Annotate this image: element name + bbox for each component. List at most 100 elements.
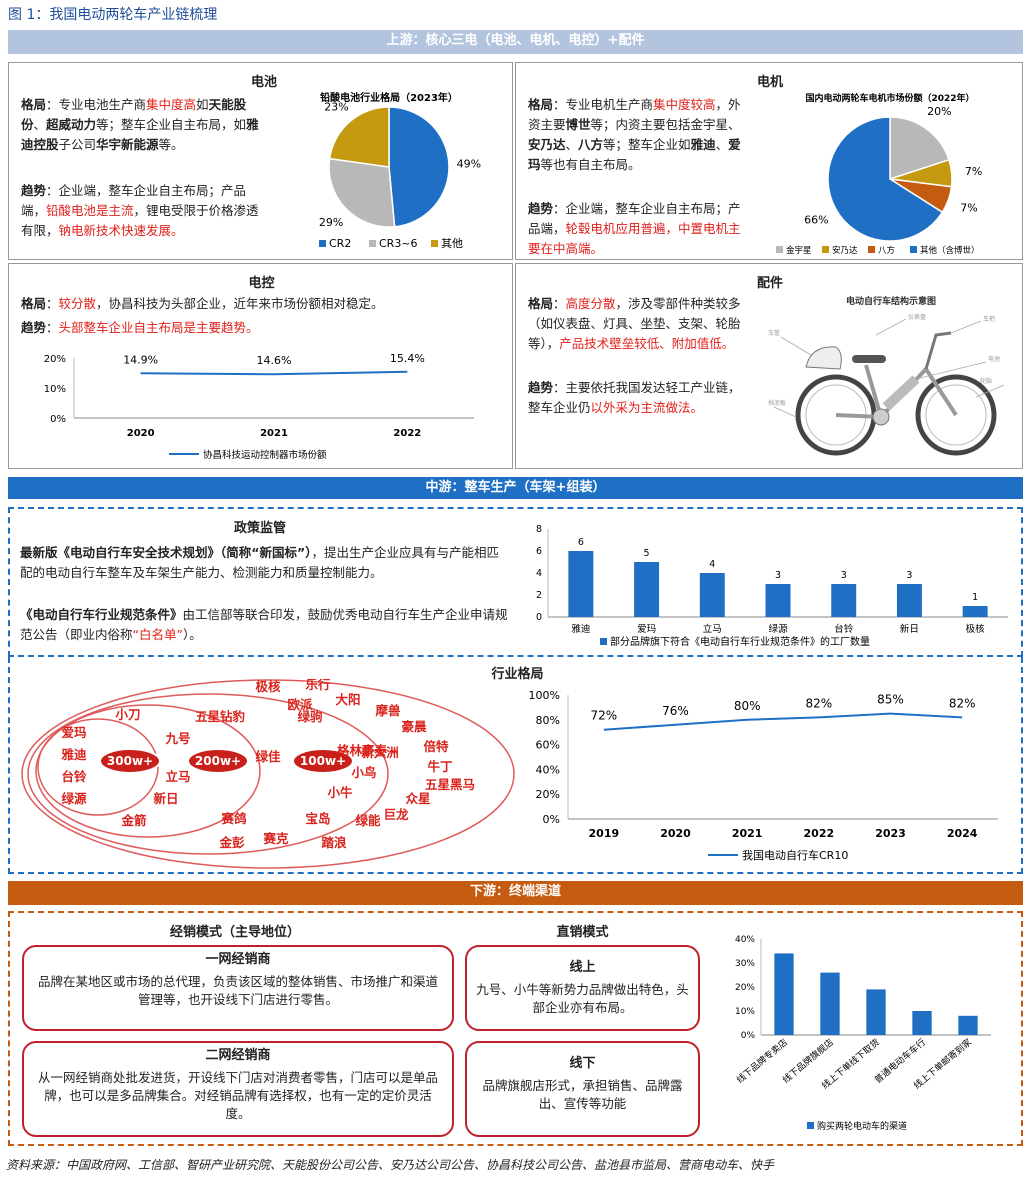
battery-trend-seg: 钠电新技术快速发展。 <box>58 223 184 238</box>
pie-slice <box>328 106 390 168</box>
motor-trend-seg: 轮毂电机应用普遍，中置电机主要在中高端。 <box>528 221 741 256</box>
battery-pattern-seg: 雅迪控股 <box>21 117 259 152</box>
pie-data-label: 20% <box>927 105 951 118</box>
legend-swatch <box>431 240 438 247</box>
parts-title: 配件 <box>756 276 783 291</box>
x-tick-label: 立马 <box>703 623 722 635</box>
parts-pattern-seg: 格局 <box>528 296 554 311</box>
controller-pattern-seg: 较分散 <box>58 296 97 311</box>
figure-title: 图 1：我国电动两轮车产业链梳理 <box>8 7 218 23</box>
motor-pattern-seg: 爱玛 <box>528 137 741 172</box>
parts-pattern-seg: 产品技术壁垒较低、附加值低。 <box>559 336 735 351</box>
channels-bar-chart: 0%10%20%30%40%线下品牌专卖店线下品牌旗舰店线上下单线下取货普通电动… <box>734 935 991 1132</box>
bar <box>568 551 594 617</box>
parts-trend: 趋势：主要依托我国发达轻工产业链，整车企业仍以外采为主流做法。 <box>528 378 753 418</box>
battery-pattern-seg: 、 <box>33 117 47 132</box>
motor-panel: 电机 格局：专业电机生产商集中度较高，外资主要博世等；内资主要包括金宇星、安乃达… <box>515 62 1023 260</box>
battery-pattern-seg: 超威动力 <box>46 117 97 132</box>
data-label: 14.9% <box>123 353 158 366</box>
data-label: 72% <box>590 709 617 723</box>
y-tick-label: 8 <box>536 524 542 535</box>
motor-pattern-seg: 博世 <box>565 117 591 132</box>
pie-data-label: 49% <box>457 157 481 170</box>
offline-box: 线下 品牌旗舰店形式，承担销售、品牌露出、宣传等功能 <box>465 1041 700 1137</box>
tier-label: 300w+ <box>107 754 153 768</box>
brand-name: 宝岛 <box>305 811 330 826</box>
first-tier-dealer-title: 一网经销商 <box>205 952 271 967</box>
y-tick-label: 4 <box>536 568 542 579</box>
brand-name: 绿驹 <box>297 709 322 724</box>
data-label: 82% <box>949 696 976 710</box>
motor-trend: 趋势：企业端，整车企业自主布局；产品端，轮毂电机应用普遍，中置电机主要在中高端。 <box>528 199 753 259</box>
motor-pattern: 格局：专业电机生产商集中度较高，外资主要博世等；内资主要包括金宇星、安乃达、八方… <box>528 95 753 175</box>
motor-trend-seg: 趋势 <box>528 201 554 216</box>
brand-name: 绿源 <box>61 791 87 806</box>
brand-name: 极核 <box>255 679 281 694</box>
legend-label: 其他（含博世） <box>920 245 980 256</box>
svg-text:挡泥板: 挡泥板 <box>768 399 786 407</box>
y-tick-label: 10% <box>735 1007 755 1017</box>
brand-name: 金箭 <box>120 813 147 828</box>
y-tick-label: 20% <box>44 354 66 365</box>
bar-value-label: 6 <box>578 537 584 548</box>
y-tick-label: 6 <box>536 546 542 557</box>
svg-text:轮胎: 轮胎 <box>980 377 992 385</box>
controller-trend: 趋势：头部整车企业自主布局是主要趋势。 <box>21 318 511 338</box>
pie-data-label: 66% <box>804 213 828 226</box>
x-tick-label: 绿源 <box>768 623 788 635</box>
battery-trend-seg: 趋势 <box>21 183 47 198</box>
direct-title: 直销模式 <box>556 925 609 940</box>
x-tick-label: 台铃 <box>834 623 854 635</box>
legend-label: CR2 <box>329 237 351 250</box>
bar <box>774 953 794 1035</box>
x-tick-label: 2021 <box>260 428 288 439</box>
brand-name: 小牛 <box>326 785 353 800</box>
y-tick-label: 40% <box>735 935 755 945</box>
brand-name: 绿能 <box>355 813 381 828</box>
x-tick-label: 2021 <box>732 827 763 840</box>
brand-name: 立马 <box>165 769 190 784</box>
y-tick-label: 60% <box>536 739 560 752</box>
y-tick-label: 100% <box>529 689 560 702</box>
midstream-industry-panel: 行业格局 300w+ 200w+ 100w+ 爱玛 雅迪 台铃 绿源 小刀 九号 立马 新日 金箭 五… <box>8 657 1023 874</box>
controller-trend-seg: ： <box>46 320 59 335</box>
battery-pattern: 格局：专业电池生产商集中度高如天能股份、超威动力等；整车企业自主布局，如雅迪控股… <box>21 95 269 155</box>
data-label: 76% <box>662 704 689 718</box>
data-label: 85% <box>877 693 904 707</box>
upstream-header: 上游：核心三电（电池、电机、电控）+配件 <box>8 30 1023 54</box>
data-label: 15.4% <box>390 352 425 365</box>
battery-pattern-seg: 等。 <box>158 137 184 152</box>
legend-label: 金宇星 <box>786 245 812 256</box>
battery-trend: 趋势：企业端，整车企业自主布局；产品端，铅酸电池是主流，锂电受限于价格渗透有限，… <box>21 181 269 241</box>
brand-name: 牛丁 <box>427 759 452 774</box>
first-tier-dealer-box: 一网经销商 品牌在某地区或市场的总代理，负责该区域的整体销售、市场推广和渠道管理… <box>22 945 454 1031</box>
battery-pattern-seg: 天能股份 <box>21 97 247 132</box>
battery-trend-seg: 铅酸电池是主流 <box>46 203 134 218</box>
lead-acid-pie: 铅酸电池行业格局（2023年） 49% 29% 23% CR2 CR3~6 其他 <box>319 91 481 250</box>
battery-pattern-seg: ：专业电池生产商 <box>46 97 147 112</box>
bar <box>765 584 791 617</box>
battery-pattern-seg: 子公司 <box>58 137 97 152</box>
battery-pattern-seg: 华宇新能源 <box>96 137 159 152</box>
x-tick-label: 2022 <box>393 428 421 439</box>
legend-swatch <box>600 638 607 645</box>
controller-trend-seg: 趋势 <box>21 320 47 335</box>
online-text: 九号、小牛等新势力品牌做出特色，头部企业亦有布局。 <box>476 982 689 1015</box>
motor-pattern-seg: ，外资主要 <box>528 97 741 132</box>
pie-slice <box>827 116 944 242</box>
offline-title: 线下 <box>569 1056 596 1071</box>
controller-pattern: 格局：较分散，协昌科技为头部企业，近年来市场份额相对稳定。 <box>21 294 511 314</box>
x-tick-label: 2020 <box>127 428 155 439</box>
legend-label: 我国电动自行车CR10 <box>742 848 848 862</box>
parts-pattern-seg: ： <box>553 296 566 311</box>
brand-name: 众星 <box>405 791 430 806</box>
brand-name: 欧派 <box>287 697 313 712</box>
downstream-header: 下游：终端渠道 <box>8 881 1023 905</box>
series-line <box>140 370 408 376</box>
legend-swatch <box>910 246 917 253</box>
brand-name: 巨龙 <box>383 807 409 822</box>
motor-pattern-seg: 等；内资主要包括金宇星、 <box>590 117 741 132</box>
controller-trend-seg: 头部整车企业自主布局是主要趋势。 <box>58 320 259 335</box>
parts-trend-seg: 趋势 <box>528 380 554 395</box>
